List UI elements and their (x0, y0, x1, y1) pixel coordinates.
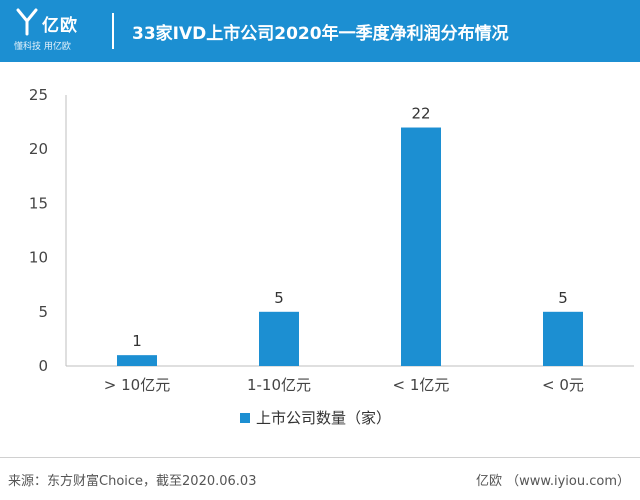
y-tick-label: 10 (29, 249, 48, 267)
legend-swatch (240, 413, 250, 423)
logo-name: 亿欧 (42, 16, 78, 36)
bar (117, 355, 157, 366)
x-tick-label: < 1亿元 (393, 376, 450, 394)
y-tick-label: 15 (29, 194, 48, 212)
bar-chart: 0 5 10 15 20 25 1 > 10亿元 5 1-10亿元 22 < 1亿元 5 < 0元上市公司… (29, 86, 634, 427)
footer-divider (0, 457, 640, 458)
y-tick-label: 25 (29, 86, 48, 104)
chart-area: 0 5 10 15 20 25 1 > 10亿元 5 1-10亿元 22 < 1亿元 5 < 0元上市公司… (0, 62, 640, 457)
yiou-logo[interactable]: 亿欧 懂科技 用亿欧 (12, 6, 104, 56)
data-label: 1 (132, 332, 142, 350)
bar (543, 311, 583, 366)
x-tick-label: 1-10亿元 (247, 376, 311, 394)
y-tick-label: 0 (38, 357, 48, 375)
data-label: 5 (274, 289, 284, 307)
y-tick-label: 20 (29, 140, 48, 158)
x-tick-label: < 0元 (542, 376, 584, 394)
x-tick-label: > 10亿元 (104, 376, 170, 394)
y-tick-label: 5 (38, 303, 48, 321)
bar (401, 127, 441, 367)
site-credit: 亿欧 （www.iyiou.com） (476, 474, 630, 489)
logo-mark-icon (16, 8, 38, 36)
legend-label: 上市公司数量（家） (256, 409, 391, 427)
header-divider (112, 13, 114, 49)
data-label: 5 (558, 289, 568, 307)
source-note: 来源：东方财富Choice，截至2020.06.03 (8, 474, 257, 489)
logo-tagline: 懂科技 用亿欧 (14, 42, 71, 52)
header-bar: 亿欧 懂科技 用亿欧 33家IVD上市公司2020年一季度净利润分布情况 (0, 0, 640, 62)
data-label: 22 (411, 105, 430, 123)
page-title: 33家IVD上市公司2020年一季度净利润分布情况 (132, 24, 509, 44)
bar (259, 311, 299, 366)
